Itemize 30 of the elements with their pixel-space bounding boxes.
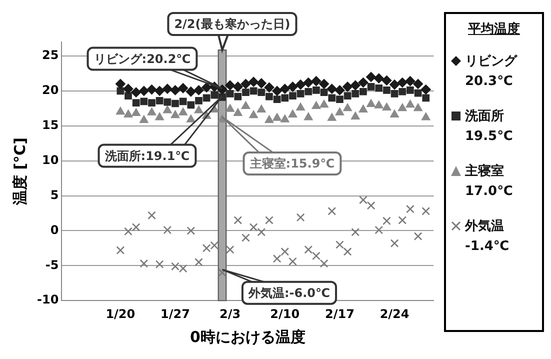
y-tick-label: 10	[42, 152, 59, 167]
legend-label: リビング	[465, 53, 517, 70]
annotation: 主寝室:15.9℃	[248, 156, 335, 171]
y-tick-label: 0	[50, 222, 59, 237]
x-tick-label: 1/27	[160, 306, 190, 321]
text: 19.5℃	[464, 129, 514, 144]
legend-label: 主寝室	[465, 162, 504, 180]
x-tick-label: 2/24	[380, 306, 410, 321]
annotation: リビング:20.2℃	[94, 52, 191, 66]
annotation: 外気温:-6.0℃	[247, 286, 330, 300]
y-tick-label: 5	[50, 188, 59, 202]
x-axis-title: 0時における温度	[190, 328, 306, 346]
legend-label: 洗面所	[465, 108, 504, 125]
x-tick-label: 2/3	[220, 306, 241, 321]
y-axis-title: 温度 [°C]	[10, 138, 29, 206]
y-tick-label: 15	[42, 118, 59, 132]
annotation: 洗面所:19.1℃	[104, 148, 190, 163]
x-tick-label: 1/20	[106, 306, 136, 321]
legend-title: 平均温度	[467, 20, 521, 38]
y-tick-label: 25	[42, 48, 59, 62]
text: 17.0℃	[464, 184, 514, 199]
y-tick-label: 20	[42, 83, 59, 98]
x-tick-label: 2/17	[324, 306, 354, 321]
band-label: 2/2(最も寒かった日)	[174, 17, 290, 32]
text: -1.4℃	[464, 239, 510, 254]
x-tick-label: 2/10	[270, 306, 300, 321]
y-tick-label: -5	[45, 258, 59, 272]
text: 20.3℃	[464, 74, 514, 89]
y-tick-label: -10	[36, 292, 59, 307]
legend-label: 外気温	[465, 218, 504, 235]
